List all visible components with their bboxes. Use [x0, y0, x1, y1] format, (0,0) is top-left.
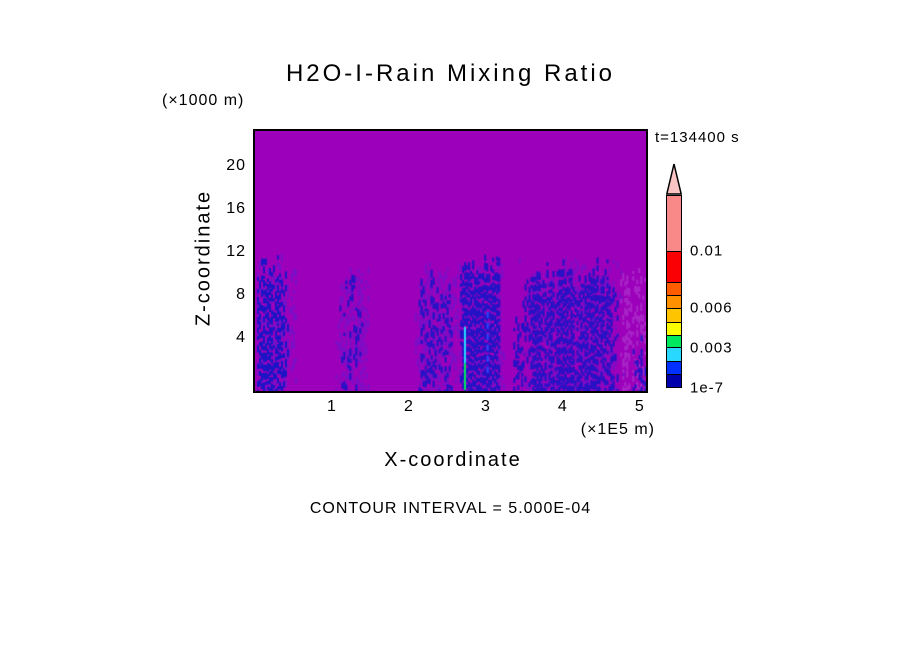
x-axis-label: X-coordinate [384, 449, 522, 471]
time-stamp: t=134400 s [655, 129, 740, 146]
z-tick-label: 4 [236, 328, 246, 346]
z-tick-label: 12 [226, 242, 246, 260]
colorbar-arrow-icon [666, 163, 682, 195]
colorbar-scale [666, 195, 682, 388]
z-tick-label: 8 [236, 285, 246, 303]
x-tick-label: 1 [327, 398, 337, 415]
colorbar-segment [667, 294, 681, 308]
colorbar-tick-label: 0.006 [690, 299, 733, 317]
colorbar-segment [667, 195, 681, 252]
x-tick-label: 5 [634, 398, 645, 415]
colorbar-segment [667, 374, 681, 387]
colorbar-tick-label: 0.003 [690, 339, 733, 357]
colorbar-segment [667, 361, 681, 375]
x-tick-label: 4 [557, 398, 568, 415]
z-tick-label: 16 [226, 200, 246, 218]
rain-mixing-ratio-plot [255, 131, 646, 391]
z-axis-unit-label: (×1000 m) [162, 92, 245, 109]
colorbar-tick-label: 1e-7 [690, 379, 725, 397]
z-axis-label: Z-coordinate [192, 189, 215, 327]
colorbar-segment [667, 251, 681, 283]
colorbar-segment [667, 307, 681, 322]
plot-frame [253, 129, 648, 393]
plot-title: H2O-I-Rain Mixing Ratio [285, 60, 616, 87]
x-tick-label: 2 [403, 398, 414, 415]
colorbar-segment [667, 282, 681, 295]
colorbar-tick-label: 0.01 [690, 242, 724, 260]
x-axis-unit-label: (×1E5 m) [580, 421, 655, 438]
colorbar-segment [667, 347, 681, 362]
contour-interval-note: CONTOUR INTERVAL = 5.000E-04 [309, 500, 592, 517]
x-tick-label: 3 [480, 398, 491, 415]
z-tick-label: 20 [226, 157, 246, 175]
colorbar-segment [667, 334, 681, 348]
colorbar [666, 163, 682, 388]
colorbar-segment [667, 321, 681, 335]
